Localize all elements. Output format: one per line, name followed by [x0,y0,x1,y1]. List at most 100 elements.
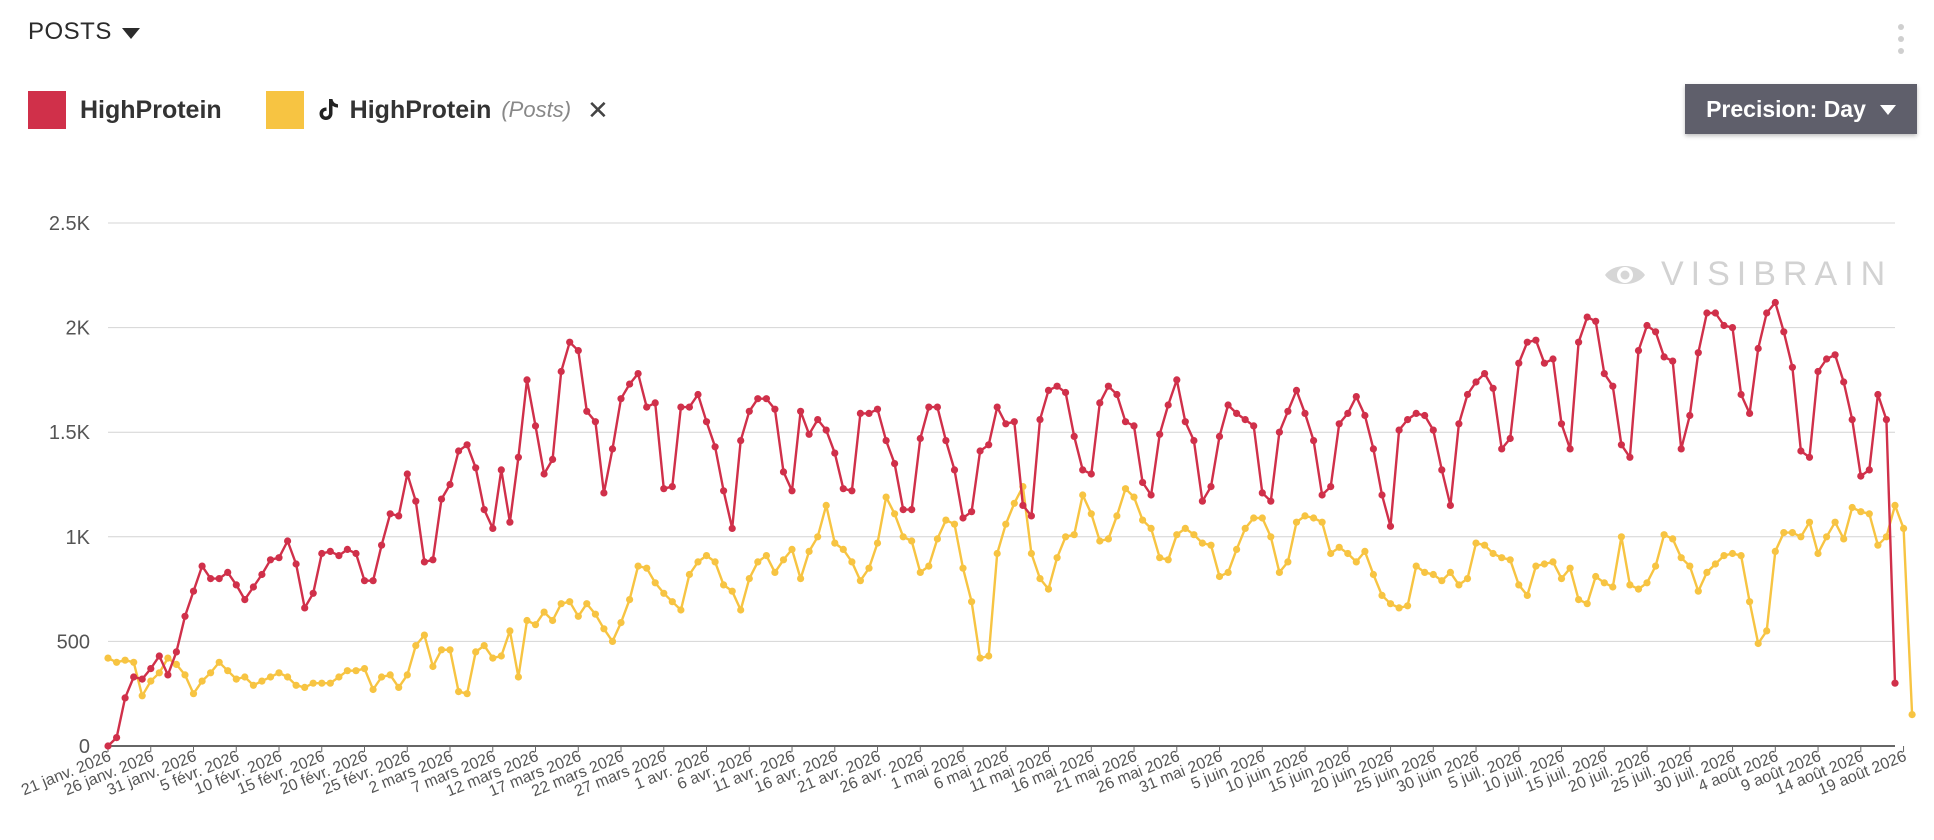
data-point [514,673,523,681]
data-point [1190,531,1198,539]
series-line [107,301,1897,747]
data-point [1215,432,1224,440]
y-tick-label: 1K [66,527,91,549]
data-point [480,642,488,650]
data-point [617,395,625,403]
legend-sublabel: (Posts) [501,97,572,122]
data-point [959,564,967,572]
data-point [540,608,548,616]
posts-dropdown[interactable]: POSTS [28,18,140,46]
data-point [1344,549,1352,558]
data-point [1053,554,1061,562]
data-point [873,405,882,413]
series-highprotein-posts [104,483,1916,719]
legend-item-highprotein[interactable]: HighProtein [28,91,222,129]
data-point [403,470,411,478]
data-point [1831,518,1839,526]
data-point [335,673,343,681]
data-point [797,407,805,415]
data-point [1506,434,1514,443]
data-point [1386,522,1395,530]
data-point [634,370,642,378]
data-point [1575,338,1583,346]
data-point [908,537,916,545]
data-point [668,598,676,606]
data-point [754,395,762,403]
precision-button[interactable]: Precision: Day [1685,84,1917,134]
data-point [360,665,369,673]
data-point [412,497,420,505]
close-icon[interactable]: ✕ [587,94,609,125]
data-point [891,460,899,468]
data-point [1044,585,1053,593]
data-point [1412,409,1420,417]
data-point [437,646,446,654]
data-point [1557,420,1566,428]
legend-item-highprotein-posts[interactable]: HighProtein (Posts) ✕ [265,91,609,129]
data-point [1250,422,1258,430]
data-point [600,489,608,497]
data-point [266,673,275,681]
data-point [754,558,762,566]
legend-swatch-red [28,91,66,129]
data-point [839,545,847,554]
data-point [497,652,505,660]
data-point [805,430,813,438]
data-point [480,506,488,514]
data-point [207,669,215,677]
data-point [1703,568,1711,577]
data-point [1267,497,1275,505]
data-point [1369,445,1377,453]
data-point [1198,539,1206,547]
data-point [378,673,386,681]
data-point [1053,382,1061,390]
data-point [113,734,121,742]
data-point [1361,411,1369,420]
data-point [1489,549,1497,558]
data-point [720,487,728,495]
data-point [1284,558,1292,566]
more-options-icon[interactable] [1896,24,1906,54]
data-point [121,656,129,664]
data-point [831,449,839,457]
data-point [891,510,899,518]
data-point [429,556,437,564]
data-point [1446,501,1454,509]
data-point [1908,711,1916,719]
data-point [489,524,497,533]
data-point [1173,376,1181,384]
data-point [1156,554,1164,562]
data-point [241,673,249,681]
data-point [1395,426,1403,434]
data-point [771,405,779,413]
data-point [1121,485,1130,493]
data-point [608,445,617,453]
data-point [1369,570,1377,579]
data-point [1711,560,1719,568]
data-point [301,604,309,612]
watermark-text: VISIBRAIN [1661,255,1893,293]
data-point [1754,344,1762,353]
data-point [1489,384,1497,392]
data-point [1763,627,1771,635]
data-point [1523,338,1531,346]
data-point [1609,382,1617,390]
data-point [1746,409,1754,417]
data-point [942,437,950,445]
data-point [626,596,634,604]
data-point [600,625,608,633]
data-point [634,562,642,570]
data-point [275,669,283,677]
data-point [1532,336,1540,344]
data-point [1592,572,1600,581]
data-point [651,579,659,587]
data-point [1481,370,1489,378]
y-tick-label: 500 [57,631,90,653]
data-point [224,568,232,577]
data-point [1318,491,1326,499]
data-point [617,619,625,627]
data-point [685,570,694,579]
data-point [1746,598,1754,606]
data-point [771,568,779,577]
data-point [540,470,548,478]
